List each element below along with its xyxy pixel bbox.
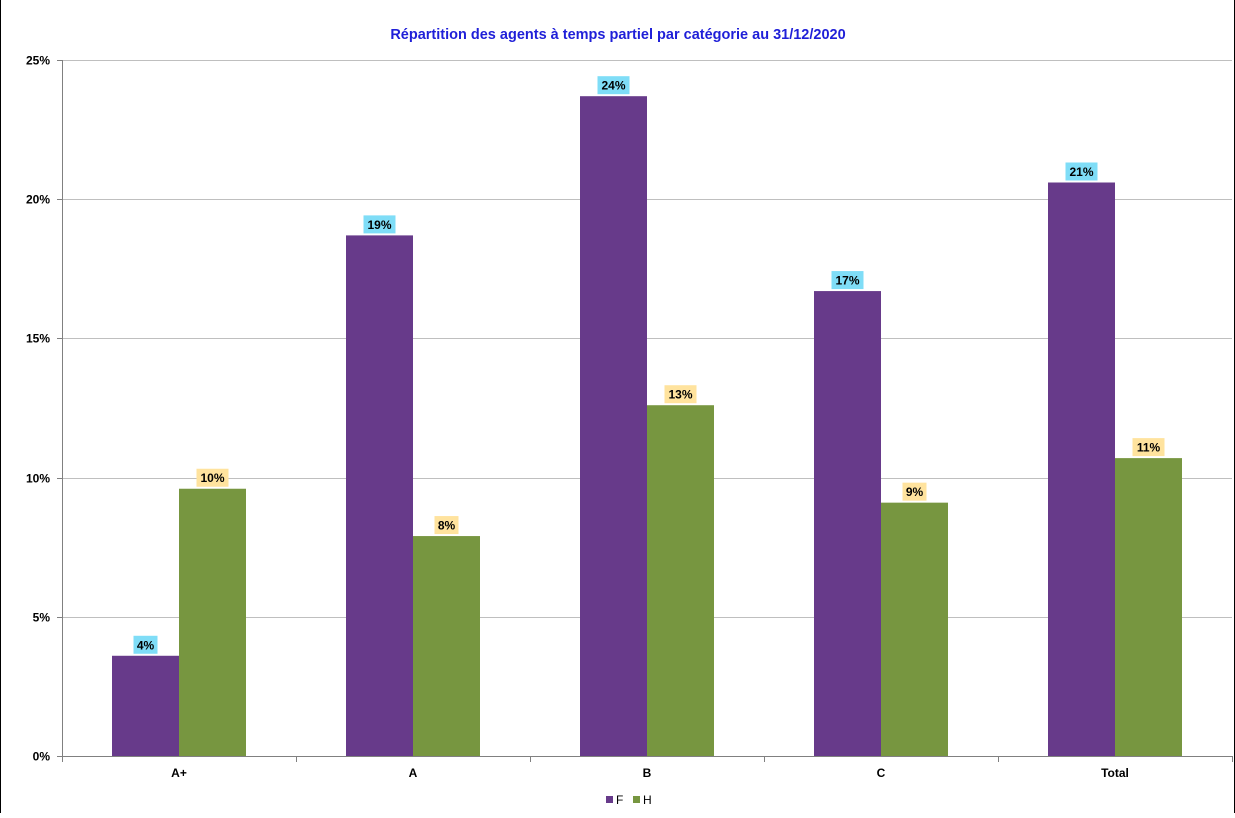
data-label-box bbox=[434, 516, 459, 535]
data-label-box bbox=[831, 271, 864, 290]
data-label-box bbox=[902, 482, 927, 501]
data-label: 10% bbox=[200, 471, 224, 485]
data-label-box bbox=[133, 635, 158, 654]
data-label: 11% bbox=[1137, 441, 1161, 455]
bar-F-A+ bbox=[112, 655, 179, 756]
plot-area: 0% 5% 10% 15% 20% 25% A+ 4% 10% A 19% 8% B 24% 13% C 17%… bbox=[26, 54, 1233, 807]
x-tick-label: A bbox=[409, 766, 418, 780]
data-label-box bbox=[196, 468, 229, 487]
legend-swatch-H bbox=[633, 796, 640, 803]
legend-swatch-F bbox=[606, 796, 613, 803]
legend-label: F bbox=[616, 793, 623, 807]
data-label: 13% bbox=[668, 388, 692, 402]
data-label-box bbox=[1132, 438, 1165, 457]
x-tick-label: A+ bbox=[171, 766, 187, 780]
data-label-box bbox=[363, 215, 396, 234]
bar-F-Total bbox=[1048, 182, 1115, 757]
bar-F-A bbox=[346, 235, 413, 757]
data-label: 17% bbox=[835, 274, 859, 288]
data-label-box bbox=[1065, 162, 1098, 181]
data-label-box bbox=[664, 385, 697, 404]
data-label-box bbox=[597, 76, 630, 95]
bar-F-B bbox=[580, 96, 647, 756]
y-tick-label: 20% bbox=[26, 193, 50, 207]
bar-H-A bbox=[413, 536, 480, 756]
y-tick-label: 10% bbox=[26, 472, 50, 486]
y-tick-label: 15% bbox=[26, 332, 50, 346]
x-tick-label: C bbox=[877, 766, 886, 780]
data-label: 9% bbox=[906, 485, 924, 499]
y-tick-label: 25% bbox=[26, 54, 50, 68]
bar-H-A+ bbox=[179, 488, 246, 756]
x-tick-label: Total bbox=[1101, 766, 1129, 780]
bar-H-B bbox=[647, 405, 714, 756]
x-tick-label: B bbox=[643, 766, 652, 780]
bar-H-C bbox=[881, 502, 948, 756]
data-label: 21% bbox=[1069, 165, 1093, 179]
y-tick-label: 0% bbox=[33, 750, 51, 764]
bar-H-Total bbox=[1115, 458, 1182, 756]
data-label: 19% bbox=[367, 218, 391, 232]
legend-label: H bbox=[643, 793, 652, 807]
chart-title: Répartition des agents à temps partiel p… bbox=[390, 27, 845, 43]
data-label: 8% bbox=[438, 519, 456, 533]
data-label: 24% bbox=[601, 79, 625, 93]
y-tick-label: 5% bbox=[33, 611, 51, 625]
bar-F-C bbox=[814, 291, 881, 756]
data-label: 4% bbox=[137, 638, 155, 652]
